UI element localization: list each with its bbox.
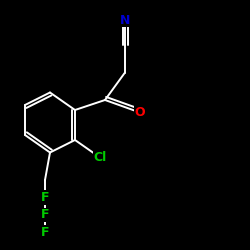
Text: Cl: Cl bbox=[94, 151, 106, 164]
Text: O: O bbox=[135, 106, 145, 119]
Text: F: F bbox=[41, 226, 49, 239]
Text: F: F bbox=[41, 208, 49, 222]
Text: N: N bbox=[120, 14, 130, 26]
Text: F: F bbox=[41, 191, 49, 204]
